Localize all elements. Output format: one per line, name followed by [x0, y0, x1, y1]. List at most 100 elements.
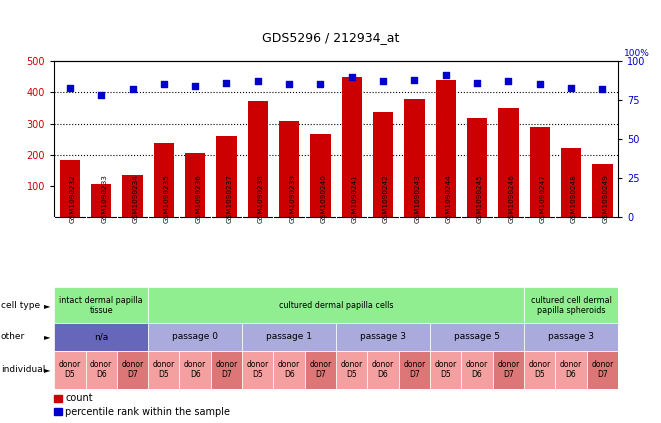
Text: donor
D6: donor D6 — [560, 360, 582, 379]
Bar — [274, 351, 305, 389]
Text: GSM1090248: GSM1090248 — [571, 174, 577, 223]
Bar — [248, 101, 268, 217]
Text: donor
D5: donor D5 — [529, 360, 551, 379]
Text: count: count — [65, 393, 93, 404]
Text: ►: ► — [44, 301, 51, 310]
Bar — [467, 118, 487, 217]
Bar — [524, 351, 555, 389]
Text: passage 3: passage 3 — [360, 332, 406, 341]
Point — [440, 71, 451, 78]
Bar — [242, 323, 336, 351]
Text: donor
D7: donor D7 — [309, 360, 332, 379]
Text: ►: ► — [44, 365, 51, 374]
Bar — [54, 287, 148, 323]
Text: GSM1090240: GSM1090240 — [321, 174, 327, 223]
Text: GSM1090235: GSM1090235 — [164, 174, 170, 223]
Text: donor
D6: donor D6 — [466, 360, 488, 379]
Text: donor
D7: donor D7 — [215, 360, 237, 379]
Text: GDS5296 / 212934_at: GDS5296 / 212934_at — [262, 31, 399, 44]
Text: GSM1090234: GSM1090234 — [132, 174, 139, 223]
Bar — [91, 184, 111, 217]
Text: n/a: n/a — [94, 332, 108, 341]
Point — [96, 92, 106, 99]
Bar — [54, 323, 148, 351]
Bar — [185, 153, 206, 217]
Text: individual: individual — [1, 365, 45, 374]
Text: GSM1090245: GSM1090245 — [477, 174, 483, 223]
Point — [65, 84, 75, 91]
Bar — [461, 351, 492, 389]
Point — [253, 78, 263, 85]
Bar — [405, 99, 424, 217]
Bar — [305, 351, 336, 389]
Point — [409, 76, 420, 83]
Text: donor
D5: donor D5 — [59, 360, 81, 379]
Text: donor
D5: donor D5 — [153, 360, 175, 379]
Bar — [148, 351, 180, 389]
Bar — [524, 323, 618, 351]
Text: donor
D7: donor D7 — [122, 360, 143, 379]
Bar — [122, 175, 143, 217]
Text: ►: ► — [44, 332, 51, 341]
Text: cultured cell dermal
papilla spheroids: cultured cell dermal papilla spheroids — [531, 296, 611, 315]
Point — [346, 73, 357, 80]
Point — [503, 78, 514, 85]
Bar — [180, 351, 211, 389]
Point — [127, 86, 137, 93]
Text: GSM1090244: GSM1090244 — [446, 174, 451, 223]
Text: intact dermal papilla
tissue: intact dermal papilla tissue — [59, 296, 143, 315]
Bar — [310, 135, 330, 217]
Bar — [54, 351, 85, 389]
Text: GSM1090243: GSM1090243 — [414, 174, 420, 223]
Text: GSM1090238: GSM1090238 — [258, 174, 264, 223]
Point — [190, 82, 200, 89]
Text: passage 0: passage 0 — [172, 332, 218, 341]
Point — [566, 84, 576, 91]
Bar — [430, 323, 524, 351]
Bar — [368, 351, 399, 389]
Text: donor
D6: donor D6 — [184, 360, 206, 379]
Text: donor
D7: donor D7 — [591, 360, 613, 379]
Text: donor
D6: donor D6 — [372, 360, 394, 379]
Text: donor
D5: donor D5 — [247, 360, 269, 379]
Text: donor
D7: donor D7 — [497, 360, 520, 379]
Bar — [342, 77, 362, 217]
Bar — [242, 351, 274, 389]
Text: GSM1090242: GSM1090242 — [383, 174, 389, 223]
Text: passage 5: passage 5 — [454, 332, 500, 341]
Text: donor
D5: donor D5 — [435, 360, 457, 379]
Text: GSM1090237: GSM1090237 — [227, 174, 233, 223]
Text: GSM1090236: GSM1090236 — [195, 174, 201, 223]
Bar — [592, 164, 613, 217]
Bar — [279, 121, 299, 217]
Text: passage 1: passage 1 — [266, 332, 312, 341]
Bar — [399, 351, 430, 389]
Point — [472, 80, 483, 86]
Text: GSM1090232: GSM1090232 — [70, 174, 76, 223]
Text: donor
D6: donor D6 — [90, 360, 112, 379]
Text: GSM1090241: GSM1090241 — [352, 174, 358, 223]
Text: GSM1090246: GSM1090246 — [508, 174, 514, 223]
Bar — [492, 351, 524, 389]
Point — [221, 80, 232, 86]
Bar — [529, 126, 550, 217]
Bar — [336, 351, 368, 389]
Bar — [498, 108, 519, 217]
Text: GSM1090239: GSM1090239 — [289, 174, 295, 223]
Text: GSM1090247: GSM1090247 — [540, 174, 546, 223]
Text: donor
D7: donor D7 — [403, 360, 426, 379]
Bar — [59, 159, 80, 217]
Text: 100%: 100% — [623, 49, 650, 58]
Bar — [153, 143, 174, 217]
Bar — [85, 351, 117, 389]
Bar — [430, 351, 461, 389]
Point — [315, 81, 326, 88]
Bar — [216, 136, 237, 217]
Point — [378, 78, 389, 85]
Text: cultured dermal papilla cells: cultured dermal papilla cells — [279, 301, 393, 310]
Text: donor
D5: donor D5 — [340, 360, 363, 379]
Point — [284, 81, 294, 88]
Text: passage 3: passage 3 — [548, 332, 594, 341]
Text: GSM1090233: GSM1090233 — [101, 174, 107, 223]
Point — [535, 81, 545, 88]
